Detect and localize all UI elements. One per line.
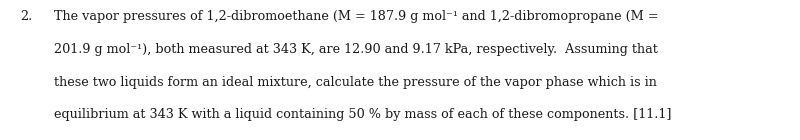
Text: these two liquids form an ideal mixture, calculate the pressure of the vapor pha: these two liquids form an ideal mixture,…	[54, 76, 658, 89]
Text: 2.: 2.	[20, 10, 32, 23]
Text: equilibrium at 343 K with a liquid containing 50 % by mass of each of these comp: equilibrium at 343 K with a liquid conta…	[54, 108, 672, 122]
Text: The vapor pressures of 1,2-dibromoethane (M = 187.9 g mol⁻¹ and 1,2-dibromopropa: The vapor pressures of 1,2-dibromoethane…	[54, 10, 659, 23]
Text: 201.9 g mol⁻¹), both measured at 343 K, are 12.90 and 9.17 kPa, respectively.  A: 201.9 g mol⁻¹), both measured at 343 K, …	[54, 43, 658, 56]
